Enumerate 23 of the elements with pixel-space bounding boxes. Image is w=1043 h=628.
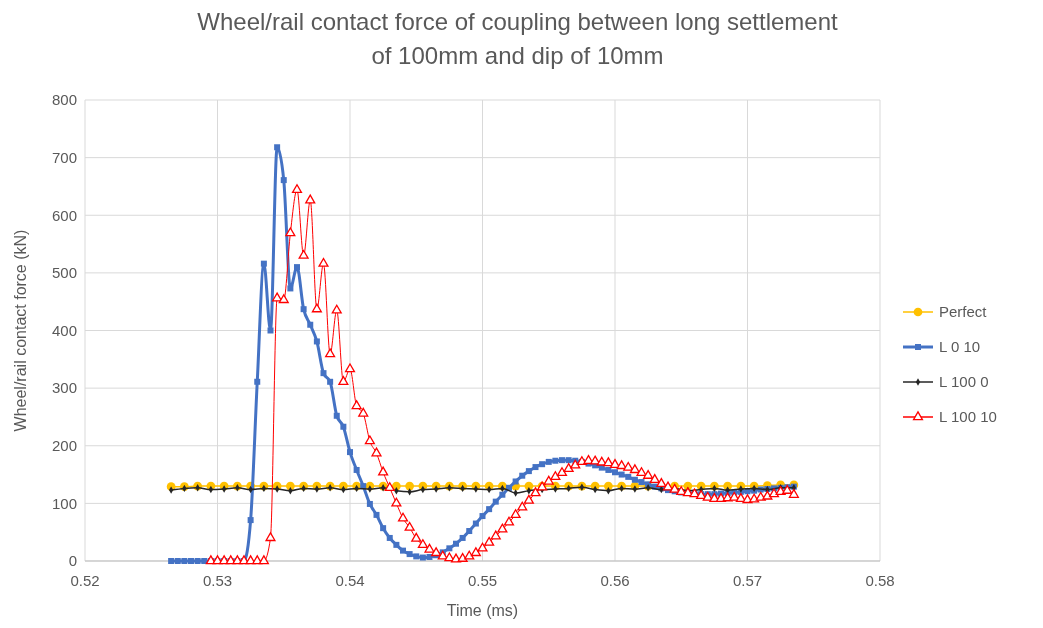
y-tick-label: 200 <box>51 437 77 454</box>
x-tick-label: 0.58 <box>865 572 895 589</box>
x-tick-label: 0.55 <box>467 572 498 589</box>
x-tick-label: 0.54 <box>335 572 365 589</box>
x-axis-title: Time (ms) <box>446 602 519 619</box>
y-tick-label: 600 <box>51 206 77 224</box>
y-tick-label: 100 <box>51 494 77 512</box>
y-tick-label: 700 <box>51 148 77 166</box>
y-tick-label: 400 <box>51 321 77 339</box>
x-tick-label: 0.52 <box>70 572 100 589</box>
x-tick-label: 0.53 <box>202 572 233 589</box>
legend-label: L 0 10 <box>939 338 981 356</box>
y-tick-label: 500 <box>51 264 77 282</box>
x-tick-label: 0.56 <box>600 572 630 589</box>
legend-label: Perfect <box>939 303 988 321</box>
legend-label: L 100 10 <box>939 408 997 426</box>
y-tick-label: 800 <box>51 91 77 109</box>
y-tick-label: 300 <box>51 379 77 397</box>
y-axis-title: Wheel/rail contact force (kN) <box>12 229 29 432</box>
chart-title: Wheel/rail contact force of coupling between long settlement of 100mm and dip of 10mm <box>197 8 839 69</box>
x-tick-label: 0.57 <box>732 572 763 589</box>
legend-label: L 100 0 <box>939 373 989 391</box>
y-tick-label: 0 <box>68 552 77 570</box>
